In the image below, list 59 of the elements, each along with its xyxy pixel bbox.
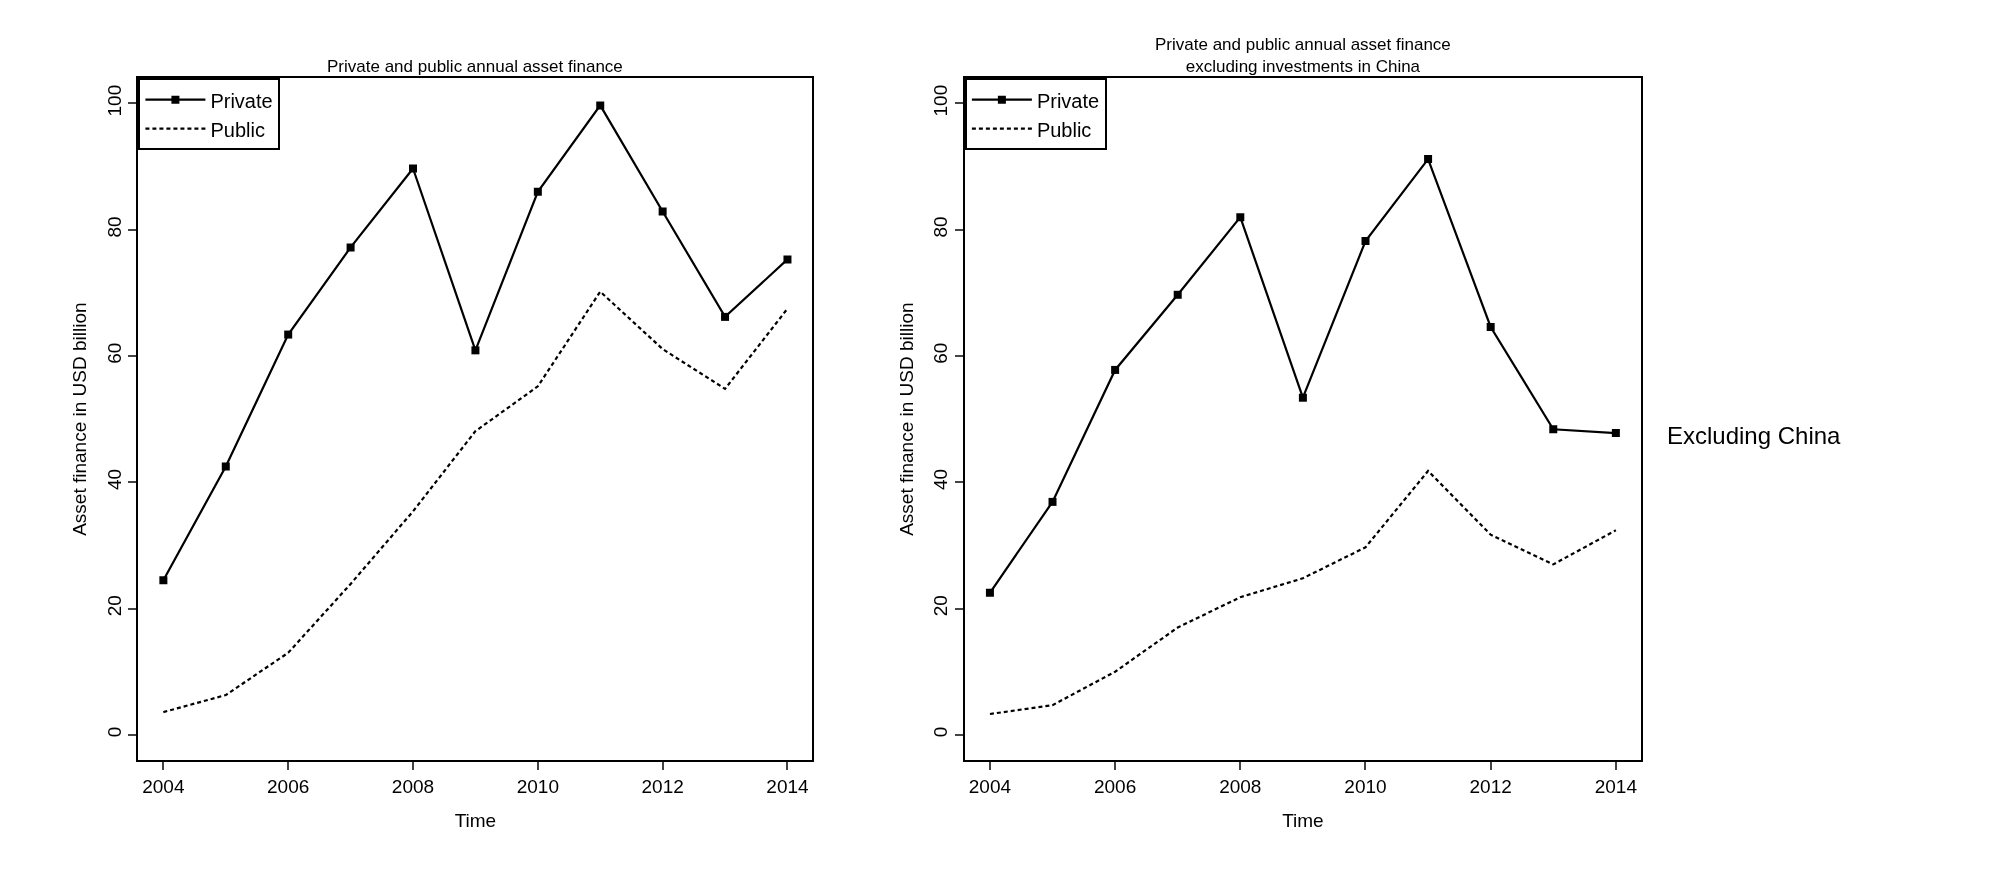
chart-title: Private and public annual asset finance: [327, 57, 623, 76]
point: [1173, 290, 1182, 299]
line-series: [162, 290, 789, 714]
point: [1111, 365, 1120, 374]
x-tick-label: 2012: [641, 775, 684, 797]
y-tick-label: 40: [930, 468, 952, 491]
point: [533, 187, 542, 196]
legend-label: Public: [210, 118, 265, 141]
x-tick-label: 2004: [142, 775, 185, 797]
x-tick-label: 2004: [968, 775, 1012, 797]
point: [1611, 429, 1620, 438]
legend-label: Public: [1036, 118, 1092, 141]
point: [1424, 155, 1433, 164]
point: [1486, 322, 1495, 331]
legend-label: Private: [1036, 89, 1100, 112]
x-tick-label: 2012: [1469, 775, 1512, 797]
x-tick-label: 2010: [1344, 775, 1387, 797]
text: Excluding China: [1667, 422, 1842, 449]
legend-label: Private: [210, 89, 273, 112]
x-axis-title: Time: [1282, 810, 1324, 832]
x-tick-label: 2006: [1093, 775, 1137, 797]
point: [1236, 213, 1245, 222]
line-series: [988, 469, 1617, 716]
point: [471, 346, 480, 355]
point: [409, 164, 418, 173]
y-tick-label: 20: [103, 595, 125, 617]
x-tick-label: 2008: [1219, 775, 1262, 797]
point: [1549, 425, 1558, 434]
x-axis-title: Time: [454, 810, 497, 832]
point: [221, 462, 230, 471]
y-tick-label: 100: [103, 84, 125, 117]
point: [159, 576, 168, 585]
y-tick-label: 80: [930, 216, 952, 238]
point: [658, 207, 667, 216]
point: [1298, 393, 1307, 402]
point: [284, 330, 293, 339]
x-tick-label: 2010: [516, 775, 559, 797]
point: [596, 101, 605, 110]
point: [1361, 237, 1370, 246]
point: [721, 312, 730, 321]
y-tick-label: 40: [103, 468, 125, 491]
point: [1048, 497, 1057, 506]
y-tick-label: 60: [103, 342, 125, 364]
x-tick-label: 2006: [267, 775, 310, 797]
x-tick-label: 2014: [1594, 775, 1638, 797]
y-tick-label: 80: [103, 216, 125, 238]
x-tick-label: 2008: [391, 775, 435, 797]
point: [783, 255, 792, 264]
y-tick-label: 0: [930, 726, 952, 738]
point: [985, 588, 994, 597]
y-axis-title: Asset finance in USD billion: [895, 302, 917, 536]
y-tick-label: 60: [930, 342, 952, 364]
y-tick-label: 20: [930, 595, 952, 617]
point: [346, 243, 355, 252]
y-tick-label: 100: [930, 84, 952, 117]
y-tick-label: 0: [103, 726, 125, 738]
x-tick-label: 2014: [766, 775, 810, 797]
y-axis-title: Asset finance in USD billion: [69, 302, 91, 536]
chart-title: Private and public annual asset finance excluding investments in China: [1155, 35, 1451, 77]
